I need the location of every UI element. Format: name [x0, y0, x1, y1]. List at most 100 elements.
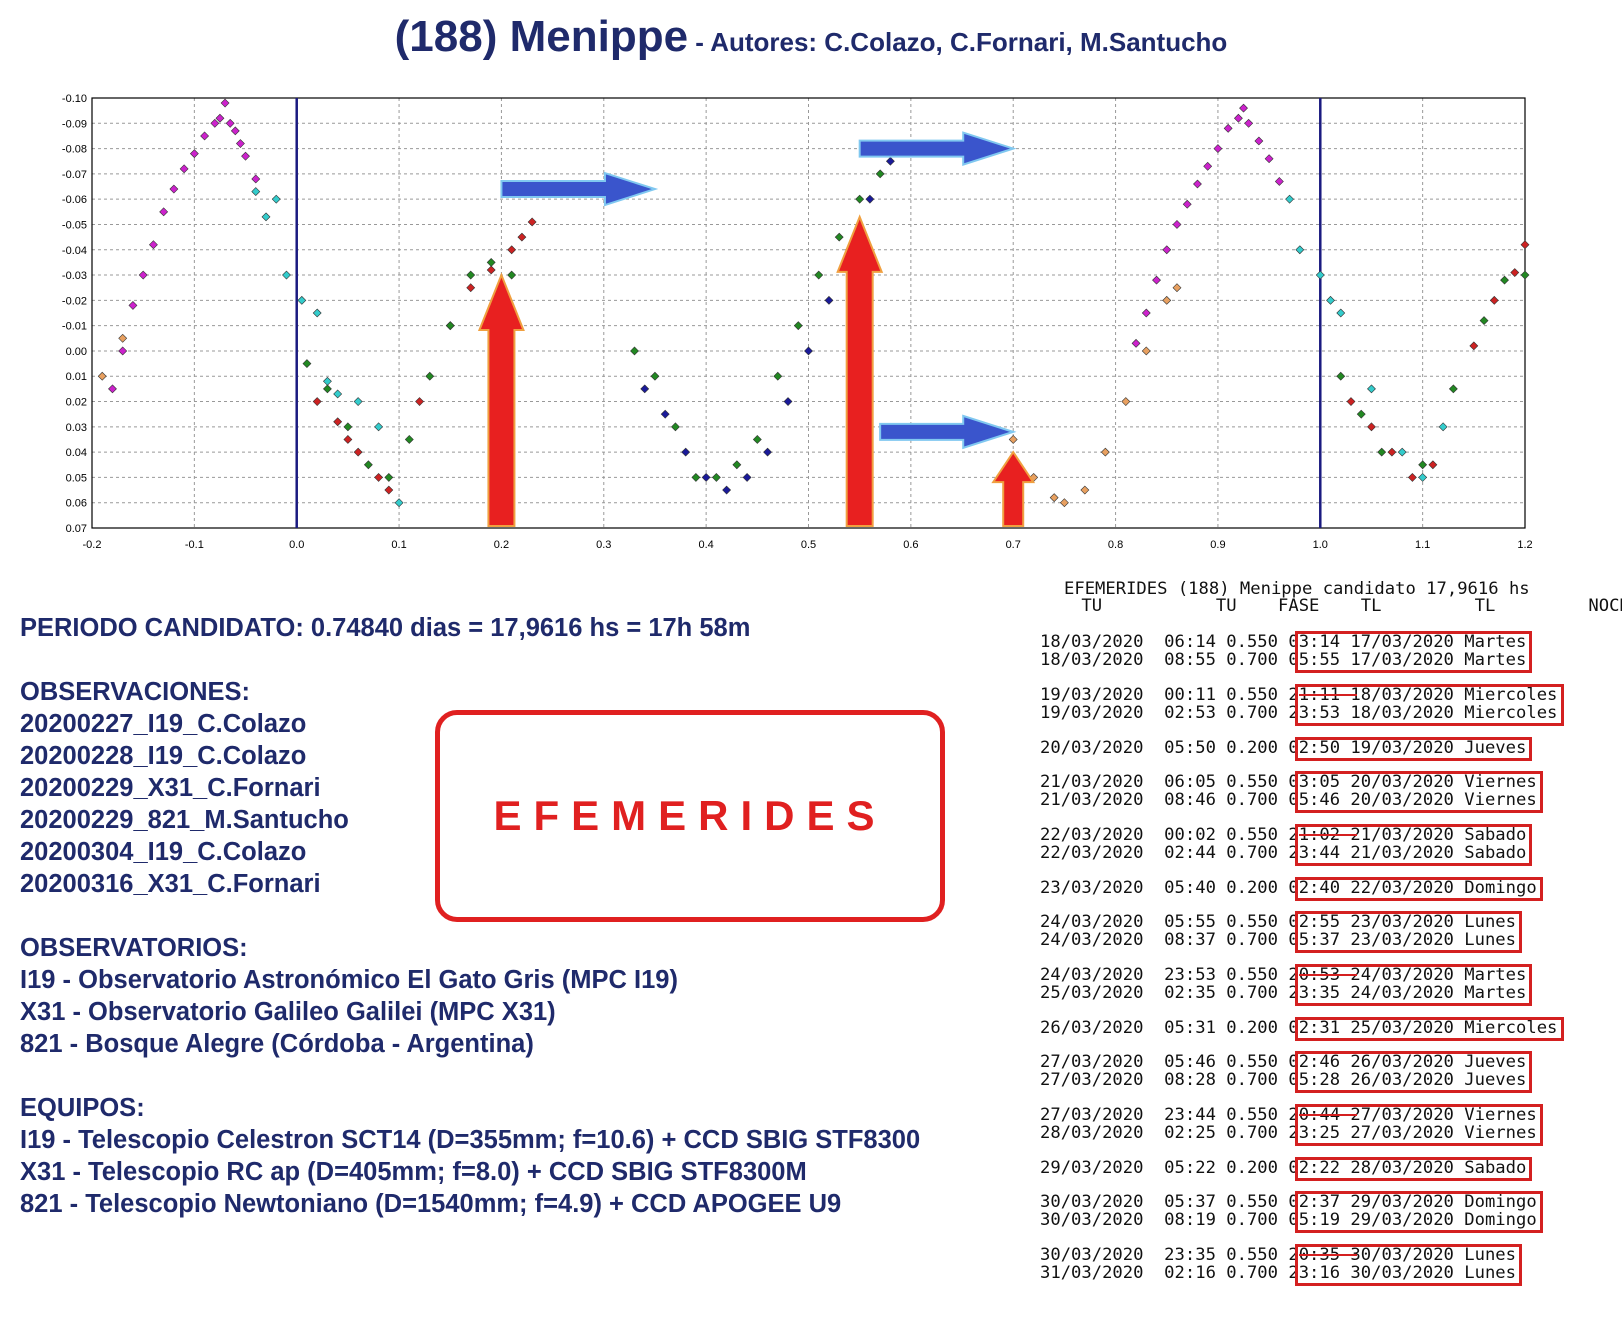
- x-tick-label: -0.1: [185, 539, 204, 550]
- y-tick-label: 0.00: [66, 346, 87, 358]
- data-point: [1285, 194, 1295, 204]
- data-point: [1059, 498, 1069, 508]
- data-point: [118, 346, 128, 356]
- ephemeris-row: 27/03/2020 08:28 0.700 05:28 26/03/2020 …: [1040, 1070, 1527, 1090]
- data-point: [1049, 493, 1059, 503]
- x-tick-label: 0.1: [391, 539, 406, 550]
- ephemeris-row: 29/03/2020 05:22 0.200 02:22 28/03/2020 …: [1040, 1158, 1527, 1178]
- obs-item: 20200228_I19_C.Colazo: [20, 742, 307, 770]
- data-point: [1193, 179, 1202, 189]
- data-point: [282, 270, 291, 280]
- ephemeris-highlight-box: [1294, 737, 1533, 761]
- data-point: [486, 257, 496, 267]
- data-point: [1233, 113, 1243, 123]
- x-tick-label: -0.2: [83, 539, 102, 550]
- y-tick-label: 0.07: [66, 523, 87, 535]
- data-point: [200, 131, 210, 141]
- data-point: [1489, 295, 1499, 305]
- data-point: [425, 371, 435, 381]
- ephemeris-highlight-box: [1294, 684, 1564, 726]
- x-tick-label: 1.1: [1415, 539, 1430, 550]
- data-point: [169, 184, 179, 194]
- ephemeris-row: 24/03/2020 05:55 0.550 02:55 23/03/2020 …: [1040, 912, 1516, 932]
- observatorio-item: I19 - Observatorio Astronómico El Gato G…: [20, 966, 678, 994]
- data-point: [1510, 268, 1520, 277]
- data-point: [210, 118, 220, 128]
- data-point: [1239, 103, 1248, 113]
- ephemeris-row: 20/03/2020 05:50 0.200 02:50 19/03/2020 …: [1040, 738, 1527, 758]
- data-point: [1141, 308, 1151, 318]
- strikethrough-line: [1298, 1254, 1357, 1256]
- data-point: [804, 346, 813, 356]
- data-point: [1315, 270, 1325, 280]
- data-point: [138, 270, 148, 280]
- data-point: [1121, 397, 1131, 406]
- data-point: [814, 270, 824, 280]
- data-point: [773, 371, 783, 381]
- y-tick-label: -0.10: [62, 93, 87, 105]
- data-point: [1203, 161, 1213, 171]
- data-point: [763, 447, 772, 457]
- authors-label: - Autores: C.Colazo, C.Fornari, M.Santuc…: [688, 27, 1228, 57]
- data-point: [1213, 144, 1223, 154]
- ephemeris-highlight-box: [1294, 824, 1533, 866]
- y-tick-label: 0.01: [66, 371, 87, 383]
- data-point: [885, 156, 895, 166]
- data-point: [1356, 409, 1366, 419]
- y-tick-label: 0.06: [66, 498, 87, 510]
- observaciones-heading: OBSERVACIONES:: [20, 678, 251, 706]
- x-tick-label: 0.0: [289, 539, 304, 550]
- data-point: [384, 472, 394, 482]
- data-point: [1326, 295, 1335, 305]
- x-tick-label: 0.4: [698, 539, 713, 550]
- observatorio-item: 821 - Bosque Alegre (Córdoba - Argentina…: [20, 1030, 534, 1058]
- lightcurve-chart: -0.2 -0.1 0.0 0.1 0.2 0.3 0.4 0.5 0.6 0.7 0.8 0.9 1.…: [62, 93, 1533, 550]
- ephemeris-highlight-box: [1294, 1051, 1533, 1093]
- period-line: PERIODO CANDIDATO: 0.74840 dias = 17,961…: [20, 614, 751, 642]
- ephemeris-highlight-box: [1294, 1017, 1564, 1041]
- data-point: [732, 460, 742, 470]
- strikethrough-line: [1298, 834, 1357, 836]
- data-point: [415, 397, 424, 406]
- y-tick-label: 0.02: [66, 397, 87, 409]
- data-point: [834, 232, 844, 242]
- ephemeris-row: 19/03/2020 00:11 0.550 21:11 18/03/2020 …: [1040, 685, 1558, 705]
- equipos-heading: EQUIPOS:: [20, 1094, 145, 1122]
- data-point: [333, 389, 343, 399]
- data-point: [1377, 447, 1387, 457]
- data-point: [1254, 136, 1264, 146]
- data-point: [1162, 245, 1172, 255]
- data-point: [1080, 485, 1090, 495]
- ephemeris-row: 28/03/2020 02:25 0.700 23:25 27/03/2020 …: [1040, 1123, 1537, 1143]
- ephemeris-row: 24/03/2020 08:37 0.700 05:37 23/03/2020 …: [1040, 930, 1516, 950]
- data-point: [1172, 220, 1182, 229]
- info-panel: PERIODO CANDIDATO: 0.74840 dias = 17,961…: [20, 612, 1030, 1220]
- data-point: [1162, 295, 1172, 305]
- ephemeris-header: TU TU FASE TL TL NOCHE DEL: [1040, 596, 1622, 616]
- ephemeris-highlight-box: [1294, 771, 1543, 813]
- data-point: [235, 139, 245, 148]
- data-point: [374, 422, 384, 432]
- data-point: [118, 333, 128, 343]
- x-tick-label: 0.3: [596, 539, 611, 550]
- data-point: [394, 498, 404, 508]
- asteroid-name: (188) Menippe: [394, 12, 689, 61]
- y-tick-label: -0.03: [62, 270, 87, 282]
- data-point: [148, 240, 158, 250]
- obs-item: 20200229_X31_C.Fornari: [20, 774, 321, 802]
- data-point: [1152, 275, 1161, 285]
- y-tick-label: -0.04: [62, 245, 87, 257]
- data-point: [1520, 270, 1530, 280]
- y-tick-label: -0.07: [62, 169, 87, 181]
- data-point: [1008, 435, 1018, 444]
- obs-item: 20200229_821_M.Santucho: [20, 806, 349, 834]
- data-point: [1367, 384, 1376, 394]
- data-point: [691, 472, 701, 482]
- data-point: [220, 98, 230, 108]
- data-point: [1479, 316, 1489, 326]
- data-point: [271, 194, 281, 204]
- y-tick-label: 0.03: [66, 422, 87, 434]
- data-point: [742, 472, 752, 482]
- data-point: [1274, 177, 1284, 186]
- ephemeris-highlight-box: [1294, 964, 1533, 1006]
